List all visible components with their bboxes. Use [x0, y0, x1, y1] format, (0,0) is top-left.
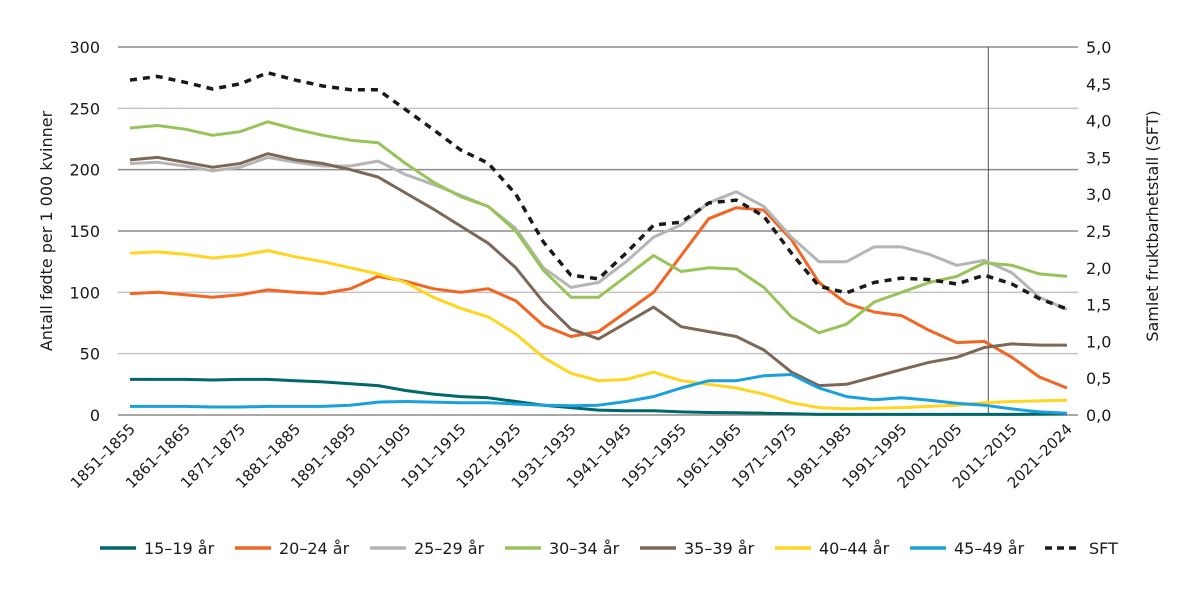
y2-tick-label: 2,0 [1086, 259, 1111, 278]
y2-tick-label: 1,0 [1086, 332, 1111, 351]
series-line-sft [129, 71, 1068, 311]
series-line-30-34-r [129, 120, 1068, 335]
y-tick-label: 50 [80, 345, 100, 364]
legend-label: 15–19 år [144, 539, 215, 558]
y-tick-label: 150 [69, 222, 100, 241]
legend-label: 30–34 år [549, 539, 620, 558]
legend-label: 25–29 år [414, 539, 485, 558]
legend-label: 40–44 år [819, 539, 890, 558]
left-axis-title: Antall fødte per 1 000 kvinner [37, 110, 56, 351]
right-axis-ticks: 0,0 0,5 1,0 1,5 2,0 2,5 3,0 3,5 4,0 4,5 5,0 [1086, 38, 1111, 425]
y2-tick-label: 3,5 [1086, 148, 1111, 167]
y-tick-label: 100 [69, 283, 100, 302]
series-lines [129, 71, 1068, 416]
legend-label: 20–24 år [279, 539, 350, 558]
series-line-45-49-r [130, 373, 1068, 415]
y2-tick-label: 5,0 [1086, 38, 1111, 57]
y2-tick-label: 4,5 [1086, 75, 1111, 94]
x-axis-ticks: 1851–18551861–18651871–18751881–18851891… [67, 420, 1076, 492]
series-line-35-39-r [129, 152, 1067, 388]
legend: 15–19 år 20–24 år 25–29 år 30–34 år 35–39 år… [100, 539, 1118, 558]
series-line-20-24-r [129, 206, 1068, 390]
y2-tick-label: 1,5 [1086, 296, 1111, 315]
legend-label: 35–39 år [684, 539, 755, 558]
y2-tick-label: 2,5 [1086, 222, 1111, 241]
y2-tick-label: 0,0 [1086, 406, 1111, 425]
right-axis-title: Samlet fruktbarhetstall (SFT) [1143, 110, 1162, 341]
series-line-25-29-r [129, 155, 1068, 311]
y-tick-label: 300 [69, 38, 100, 57]
left-axis-ticks: 0 50 100 150 200 250 300 [69, 38, 100, 425]
legend-label: SFT [1089, 539, 1118, 558]
gridlines [118, 46, 1078, 416]
y2-tick-label: 0,5 [1086, 369, 1111, 388]
legend-label: 45–49 år [954, 539, 1025, 558]
y-tick-label: 0 [90, 406, 100, 425]
y2-tick-label: 3,0 [1086, 185, 1111, 204]
y-tick-label: 250 [69, 99, 100, 118]
y-tick-label: 200 [69, 161, 100, 180]
series-line-40-44-r [129, 249, 1068, 411]
y2-tick-label: 4,0 [1086, 112, 1111, 131]
series-line-15-19-r [130, 377, 1068, 416]
